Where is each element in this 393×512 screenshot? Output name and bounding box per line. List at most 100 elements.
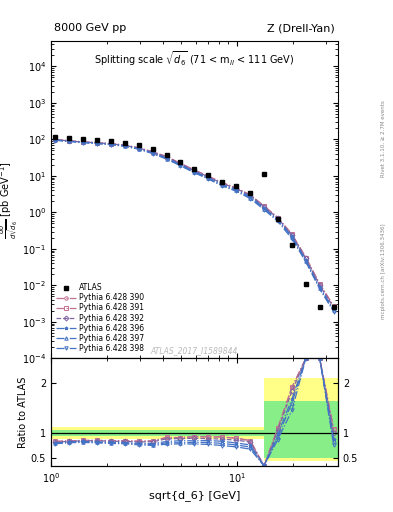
Pythia 6.428 397 xyxy=(248,195,253,201)
ATLAS xyxy=(192,166,197,172)
Line: Pythia 6.428 392: Pythia 6.428 392 xyxy=(53,138,336,309)
Pythia 6.428 396 xyxy=(206,175,211,181)
Pythia 6.428 396 xyxy=(136,145,141,152)
Pythia 6.428 392 xyxy=(331,304,336,310)
Pythia 6.428 396 xyxy=(220,181,225,187)
Pythia 6.428 390 xyxy=(122,142,127,148)
Pythia 6.428 396 xyxy=(67,138,72,144)
Pythia 6.428 397 xyxy=(178,162,183,168)
Pythia 6.428 391 xyxy=(220,180,225,186)
Text: Rivet 3.1.10, ≥ 2.7M events: Rivet 3.1.10, ≥ 2.7M events xyxy=(381,100,386,177)
Pythia 6.428 398 xyxy=(248,196,253,202)
Pythia 6.428 396 xyxy=(164,155,169,161)
Pythia 6.428 391 xyxy=(178,160,183,166)
Pythia 6.428 398 xyxy=(178,163,183,169)
Pythia 6.428 391 xyxy=(94,140,99,146)
Pythia 6.428 397 xyxy=(122,143,127,149)
Pythia 6.428 390 xyxy=(80,139,85,145)
Pythia 6.428 392 xyxy=(248,193,253,199)
Text: Splitting scale $\sqrt{d_6}$ (71 < m$_{ll}$ < 111 GeV): Splitting scale $\sqrt{d_6}$ (71 < m$_{l… xyxy=(94,49,295,68)
Text: Z (Drell-Yan): Z (Drell-Yan) xyxy=(267,23,335,33)
Pythia 6.428 392 xyxy=(108,141,113,147)
Pythia 6.428 396 xyxy=(108,141,113,147)
Pythia 6.428 398 xyxy=(94,140,99,146)
Pythia 6.428 392 xyxy=(317,282,322,288)
Pythia 6.428 396 xyxy=(94,140,99,146)
ATLAS xyxy=(206,172,211,178)
Pythia 6.428 397 xyxy=(303,258,308,264)
Pythia 6.428 396 xyxy=(331,306,336,312)
Pythia 6.428 390 xyxy=(317,281,322,287)
Pythia 6.428 397 xyxy=(262,205,266,211)
ATLAS xyxy=(94,137,99,143)
ATLAS xyxy=(262,172,266,178)
Pythia 6.428 397 xyxy=(108,141,113,147)
Pythia 6.428 397 xyxy=(290,234,294,240)
Pythia 6.428 392 xyxy=(206,174,211,180)
Pythia 6.428 396 xyxy=(178,161,183,167)
Pythia 6.428 392 xyxy=(192,167,197,174)
Pythia 6.428 392 xyxy=(150,149,155,155)
Pythia 6.428 391 xyxy=(136,145,141,151)
Pythia 6.428 398 xyxy=(136,146,141,152)
ATLAS xyxy=(234,183,239,189)
Pythia 6.428 391 xyxy=(303,254,308,261)
Pythia 6.428 392 xyxy=(290,232,294,238)
Pythia 6.428 396 xyxy=(275,217,280,223)
Pythia 6.428 391 xyxy=(164,154,169,160)
Pythia 6.428 396 xyxy=(290,233,294,240)
ATLAS xyxy=(248,189,253,196)
Pythia 6.428 396 xyxy=(192,168,197,175)
Pythia 6.428 391 xyxy=(67,138,72,144)
Pythia 6.428 397 xyxy=(164,156,169,162)
Pythia 6.428 390 xyxy=(275,215,280,221)
Pythia 6.428 396 xyxy=(80,139,85,145)
Text: mcplots.cern.ch [arXiv:1306.3436]: mcplots.cern.ch [arXiv:1306.3436] xyxy=(381,224,386,319)
Pythia 6.428 397 xyxy=(94,140,99,146)
Pythia 6.428 390 xyxy=(331,303,336,309)
Pythia 6.428 390 xyxy=(94,140,99,146)
Pythia 6.428 391 xyxy=(53,136,57,142)
ATLAS xyxy=(275,216,280,222)
Pythia 6.428 392 xyxy=(178,161,183,167)
Pythia 6.428 398 xyxy=(192,169,197,176)
X-axis label: sqrt{d_6} [GeV]: sqrt{d_6} [GeV] xyxy=(149,490,240,501)
Pythia 6.428 392 xyxy=(275,215,280,221)
Pythia 6.428 398 xyxy=(80,140,85,146)
Pythia 6.428 391 xyxy=(290,231,294,238)
Pythia 6.428 392 xyxy=(53,137,57,143)
Pythia 6.428 390 xyxy=(178,160,183,166)
Pythia 6.428 397 xyxy=(53,137,57,143)
Pythia 6.428 397 xyxy=(136,146,141,152)
Pythia 6.428 398 xyxy=(262,206,266,212)
Pythia 6.428 396 xyxy=(122,143,127,149)
Pythia 6.428 398 xyxy=(67,138,72,144)
Pythia 6.428 398 xyxy=(290,236,294,242)
Line: Pythia 6.428 398: Pythia 6.428 398 xyxy=(53,139,336,313)
Pythia 6.428 390 xyxy=(290,231,294,238)
Pythia 6.428 397 xyxy=(275,217,280,223)
ATLAS xyxy=(220,179,225,185)
Pythia 6.428 390 xyxy=(220,180,225,186)
Pythia 6.428 398 xyxy=(303,259,308,265)
ATLAS xyxy=(290,242,294,248)
Pythia 6.428 390 xyxy=(136,145,141,151)
ATLAS xyxy=(164,152,169,158)
Pythia 6.428 392 xyxy=(122,142,127,148)
Pythia 6.428 397 xyxy=(67,138,72,144)
Pythia 6.428 391 xyxy=(150,148,155,155)
Pythia 6.428 390 xyxy=(164,154,169,160)
Pythia 6.428 390 xyxy=(303,254,308,261)
Pythia 6.428 396 xyxy=(248,194,253,200)
Pythia 6.428 398 xyxy=(122,143,127,150)
Y-axis label: $\frac{d\sigma}{d\sqrt{d_6}}$ [pb GeV$^{-1}$]: $\frac{d\sigma}{d\sqrt{d_6}}$ [pb GeV$^{… xyxy=(0,161,21,239)
Pythia 6.428 391 xyxy=(122,142,127,148)
Pythia 6.428 396 xyxy=(303,257,308,263)
Pythia 6.428 398 xyxy=(220,183,225,189)
Pythia 6.428 390 xyxy=(234,185,239,191)
Pythia 6.428 392 xyxy=(80,139,85,145)
ATLAS xyxy=(150,146,155,152)
ATLAS xyxy=(178,159,183,165)
Pythia 6.428 392 xyxy=(136,145,141,151)
Pythia 6.428 397 xyxy=(317,285,322,291)
